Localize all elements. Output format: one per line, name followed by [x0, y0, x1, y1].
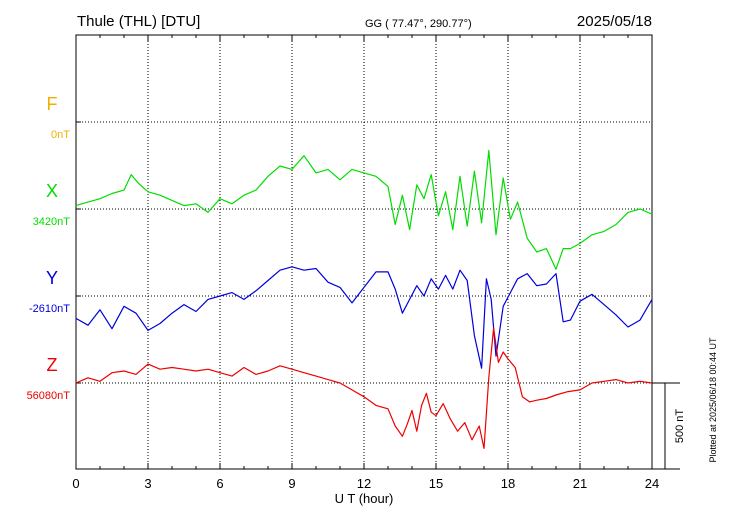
x-tick-label: 3	[144, 476, 151, 491]
grid	[76, 35, 652, 469]
series-line-x	[75, 149, 653, 270]
series-labels: F 0nT X 3420nT Y -2610nT Z 56080nT	[27, 94, 71, 402]
scale-bar: 500 nT	[652, 382, 686, 470]
x-tick-label: 12	[357, 476, 371, 491]
scale-bar-label: 500 nT	[674, 409, 686, 444]
series-baseline-x: 3420nT	[33, 216, 71, 228]
date-label: 2025/05/18	[577, 13, 652, 30]
series-lines	[75, 149, 653, 449]
x-ticks: 0 3 6 9 12 15 18 21 24	[72, 35, 659, 491]
x-tick-label: 15	[429, 476, 443, 491]
x-tick-label: 24	[645, 476, 659, 491]
station-title: Thule (THL) [DTU]	[77, 13, 200, 30]
plotted-timestamp: Plotted at 2025/06/18 00:44 UT	[708, 337, 718, 463]
series-name-x: X	[46, 181, 58, 201]
x-tick-label: 21	[573, 476, 587, 491]
series-name-y: Y	[46, 268, 58, 288]
x-axis-label: U T (hour)	[335, 491, 394, 506]
x-tick-label: 0	[72, 476, 79, 491]
series-name-f: F	[47, 94, 58, 114]
x-tick-label: 6	[216, 476, 223, 491]
series-line-y	[75, 266, 653, 369]
series-line-z	[75, 327, 653, 449]
series-baseline-y: -2610nT	[29, 303, 70, 315]
series-baseline-f: 0nT	[51, 129, 70, 141]
coordinates-label: GG ( 77.47°, 290.77°)	[365, 18, 472, 30]
series-baseline-z: 56080nT	[27, 390, 71, 402]
x-tick-label: 18	[501, 476, 515, 491]
x-tick-label: 9	[288, 476, 295, 491]
series-name-z: Z	[47, 355, 58, 375]
